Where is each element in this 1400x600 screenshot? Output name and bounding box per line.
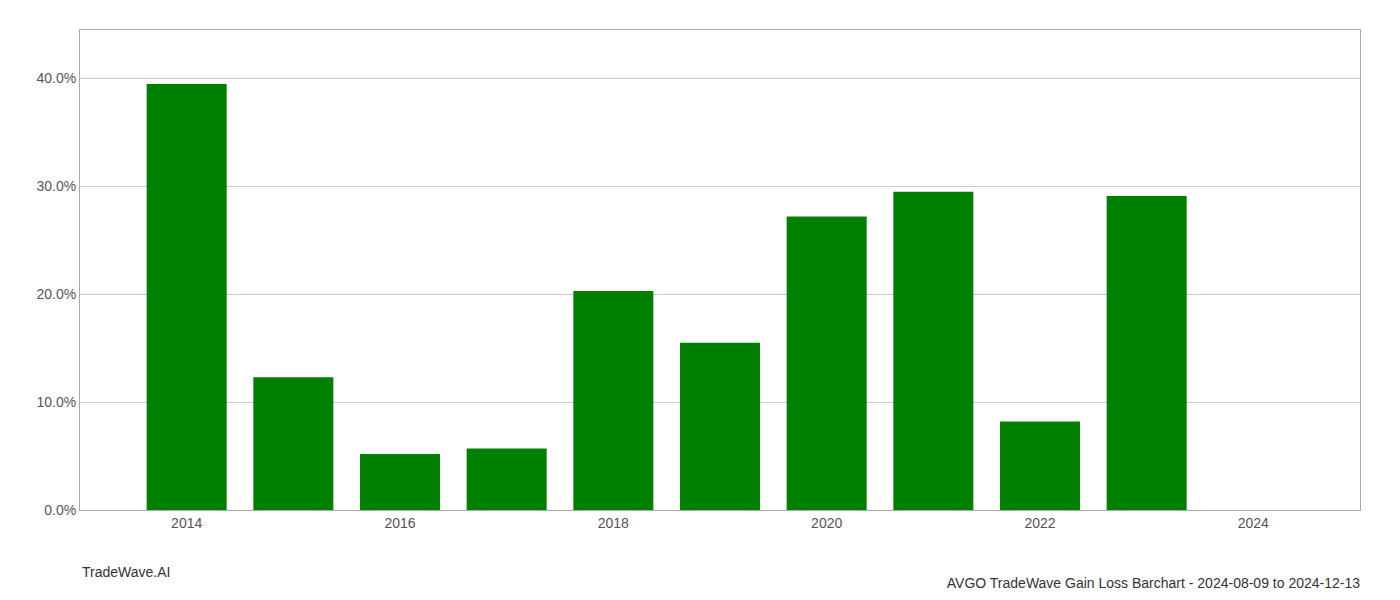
svg-text:30.0%: 30.0% <box>36 178 76 194</box>
svg-text:2022: 2022 <box>1024 515 1055 531</box>
svg-text:20.0%: 20.0% <box>36 286 76 302</box>
svg-text:10.0%: 10.0% <box>36 394 76 410</box>
svg-text:2018: 2018 <box>598 515 629 531</box>
svg-text:0.0%: 0.0% <box>44 502 76 518</box>
svg-text:2016: 2016 <box>384 515 415 531</box>
svg-text:2024: 2024 <box>1238 515 1269 531</box>
svg-text:40.0%: 40.0% <box>36 70 76 86</box>
svg-text:2020: 2020 <box>811 515 842 531</box>
svg-text:AVGO TradeWave Gain Loss Barch: AVGO TradeWave Gain Loss Barchart - 2024… <box>947 575 1360 591</box>
svg-text:TradeWave.AI: TradeWave.AI <box>82 564 170 580</box>
svg-text:2014: 2014 <box>171 515 202 531</box>
